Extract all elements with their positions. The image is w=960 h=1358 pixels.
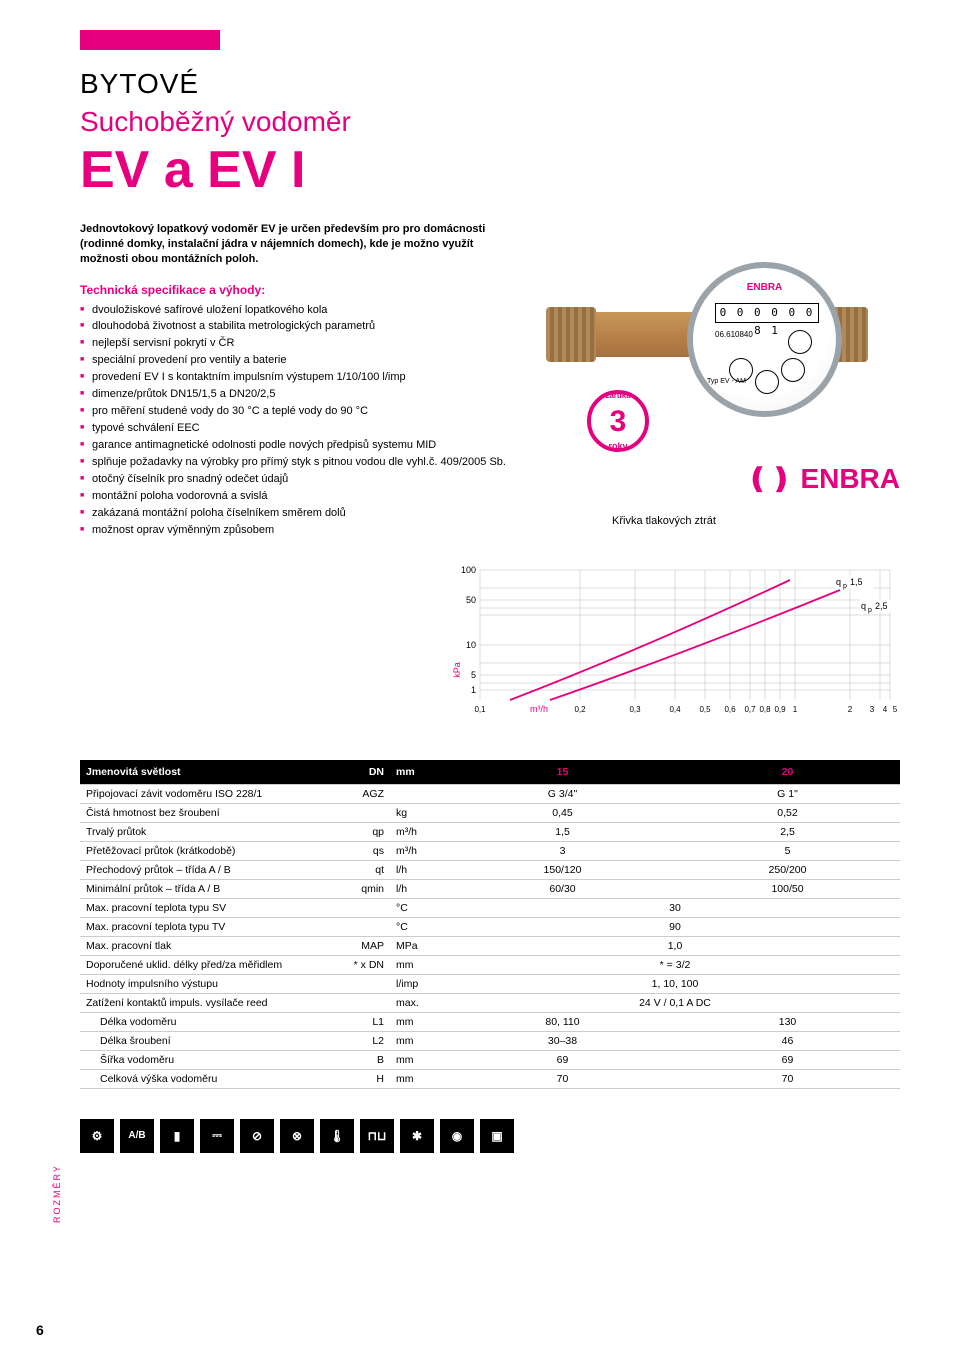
svg-text:0,6: 0,6 xyxy=(724,705,736,714)
svg-text:q: q xyxy=(861,601,866,611)
list-item: dlouhodobá životnost a stabilita metrolo… xyxy=(80,319,512,335)
svg-text:100: 100 xyxy=(461,565,476,575)
table-row: Max. pracovní teplota typu TV°C90 xyxy=(80,917,900,936)
list-item: provedení EV I s kontaktním impulsním vý… xyxy=(80,370,512,386)
svg-text:0,3: 0,3 xyxy=(629,705,641,714)
list-item: pro měření studené vody do 30 °C a teplé… xyxy=(80,404,512,420)
feature-icon: ⎓ xyxy=(200,1119,234,1153)
table-row: Zatížení kontaktů impuls. vysílače reedm… xyxy=(80,993,900,1012)
table-row: Přetěžovací průtok (krátkodobě)qsm³/h35 xyxy=(80,841,900,860)
svg-text:0,1: 0,1 xyxy=(474,705,486,714)
list-item: zakázaná montážní poloha číselníkem směr… xyxy=(80,506,512,522)
feature-icon: 🌡 xyxy=(320,1119,354,1153)
list-item: nejlepší servisní pokrytí v ČR xyxy=(80,336,512,352)
list-item: typové schválení EEC xyxy=(80,421,512,437)
meter-digits: 0 0 0 0 0 0 8 1 xyxy=(715,303,819,323)
svg-text:p: p xyxy=(843,583,847,590)
svg-text:1: 1 xyxy=(471,685,476,695)
page-title: EV a EV I xyxy=(80,140,900,200)
feature-icon: ▣ xyxy=(480,1119,514,1153)
svg-text:1: 1 xyxy=(793,705,798,714)
product-image: 0 0 0 0 0 0 8 1 06.610840 Typ EV - AM 3 xyxy=(532,222,900,452)
svg-text:kPa: kPa xyxy=(452,662,462,678)
intro-text: Jednovtokový lopatkový vodoměr EV je urč… xyxy=(80,222,512,267)
svg-text:4: 4 xyxy=(883,705,888,714)
th-v2: 20 xyxy=(675,760,900,785)
svg-text:5: 5 xyxy=(471,670,476,680)
svg-text:0,7: 0,7 xyxy=(744,705,756,714)
table-row: Délka vodoměruL1mm80, 110130 xyxy=(80,1012,900,1031)
list-item: montážní poloha vodorovná a svislá xyxy=(80,489,512,505)
svg-text:3: 3 xyxy=(870,705,875,714)
feature-icon: ⚙ xyxy=(80,1119,114,1153)
meter-type: Typ EV - AM xyxy=(707,378,746,385)
th-sym: DN xyxy=(320,760,390,785)
accent-bar xyxy=(80,30,220,50)
feature-icon: ⊗ xyxy=(280,1119,314,1153)
feature-icon: ⊘ xyxy=(240,1119,274,1153)
svg-text:0,5: 0,5 xyxy=(699,705,711,714)
svg-text:10: 10 xyxy=(466,640,476,650)
svg-text:2: 2 xyxy=(848,705,853,714)
table-row: Čistá hmotnost bez šroubeníkg0,450,52 xyxy=(80,803,900,822)
meter-serial: 06.610840 xyxy=(715,330,753,339)
feature-icon: A/B xyxy=(120,1119,154,1153)
table-row: Minimální průtok – třída A / Bqminl/h60/… xyxy=(80,879,900,898)
svg-text:1,5: 1,5 xyxy=(850,577,863,587)
table-row: Max. pracovní teplota typu SV°C30 xyxy=(80,898,900,917)
list-item: splňuje požadavky na výrobky pro přímý s… xyxy=(80,455,512,471)
category-heading: BYTOVÉ xyxy=(80,68,900,100)
list-item: garance antimagnetické odolnosti podle n… xyxy=(80,438,512,454)
dimensions-label: ROZMĚRY xyxy=(52,1164,62,1223)
spec-table: Jmenovitá světlost DN mm 15 20 Připojova… xyxy=(80,760,900,1089)
table-row: Max. pracovní tlakMAPMPa1,0 xyxy=(80,936,900,955)
th-v1: 15 xyxy=(450,760,675,785)
table-row: Doporučené uklid. délky před/za měřidlem… xyxy=(80,955,900,974)
table-row: Přechodový průtok – třída A / Bqtl/h150/… xyxy=(80,860,900,879)
th-name: Jmenovitá světlost xyxy=(80,760,320,785)
list-item: speciální provedení pro ventily a bateri… xyxy=(80,353,512,369)
svg-text:0,4: 0,4 xyxy=(669,705,681,714)
table-row: Šířka vodoměruBmm6969 xyxy=(80,1050,900,1069)
table-row: Celková výška vodoměruHmm7070 xyxy=(80,1069,900,1088)
feature-icon: ⊓⊔ xyxy=(360,1119,394,1153)
svg-text:5: 5 xyxy=(893,705,898,714)
icon-row: ⚙A/B▮⎓⊘⊗🌡⊓⊔✱◉▣ xyxy=(80,1119,900,1153)
brand-logo: ENBRA xyxy=(532,462,900,495)
tech-spec-heading: Technická specifikace a výhody: xyxy=(80,283,512,297)
list-item: možnost oprav výměnným způsobem xyxy=(80,523,512,539)
table-row: Hodnoty impulsního výstupul/imp1, 10, 10… xyxy=(80,974,900,993)
feature-icon: ▮ xyxy=(160,1119,194,1153)
svg-text:p: p xyxy=(868,607,872,614)
bullet-list: dvouložiskové safírové uložení lopatkové… xyxy=(80,303,512,539)
feature-icon: ◉ xyxy=(440,1119,474,1153)
table-header-row: Jmenovitá světlost DN mm 15 20 xyxy=(80,760,900,785)
list-item: dimenze/průtok DN15/1,5 a DN20/2,5 xyxy=(80,387,512,403)
svg-text:q: q xyxy=(836,577,841,587)
svg-text:0,9: 0,9 xyxy=(774,705,786,714)
pressure-loss-chart: 1 5 10 50 100 kPa 0,1 0,2 0,3 0,4 0,5 0,… xyxy=(440,550,900,730)
table-row: Trvalý průtokqpm³/h1,52,5 xyxy=(80,822,900,841)
list-item: otočný číselník pro snadný odečet údajů xyxy=(80,472,512,488)
subtitle: Suchoběžný vodoměr xyxy=(80,106,900,138)
th-unit: mm xyxy=(390,760,450,785)
svg-text:m³/h: m³/h xyxy=(530,704,548,714)
warranty-badge: 3 xyxy=(587,390,649,452)
table-row: Připojovací závit vodoměru ISO 228/1AGZG… xyxy=(80,784,900,803)
feature-icon: ✱ xyxy=(400,1119,434,1153)
svg-text:2,5: 2,5 xyxy=(875,601,888,611)
warranty-years: 3 xyxy=(610,411,627,432)
table-row: Délka šroubeníL2mm30–3846 xyxy=(80,1031,900,1050)
svg-text:0,8: 0,8 xyxy=(759,705,771,714)
list-item: dvouložiskové safírové uložení lopatkové… xyxy=(80,303,512,319)
svg-text:0,2: 0,2 xyxy=(574,705,586,714)
page-number: 6 xyxy=(36,1322,44,1338)
chart-title: Křivka tlakových ztrát xyxy=(612,515,900,527)
svg-text:50: 50 xyxy=(466,595,476,605)
